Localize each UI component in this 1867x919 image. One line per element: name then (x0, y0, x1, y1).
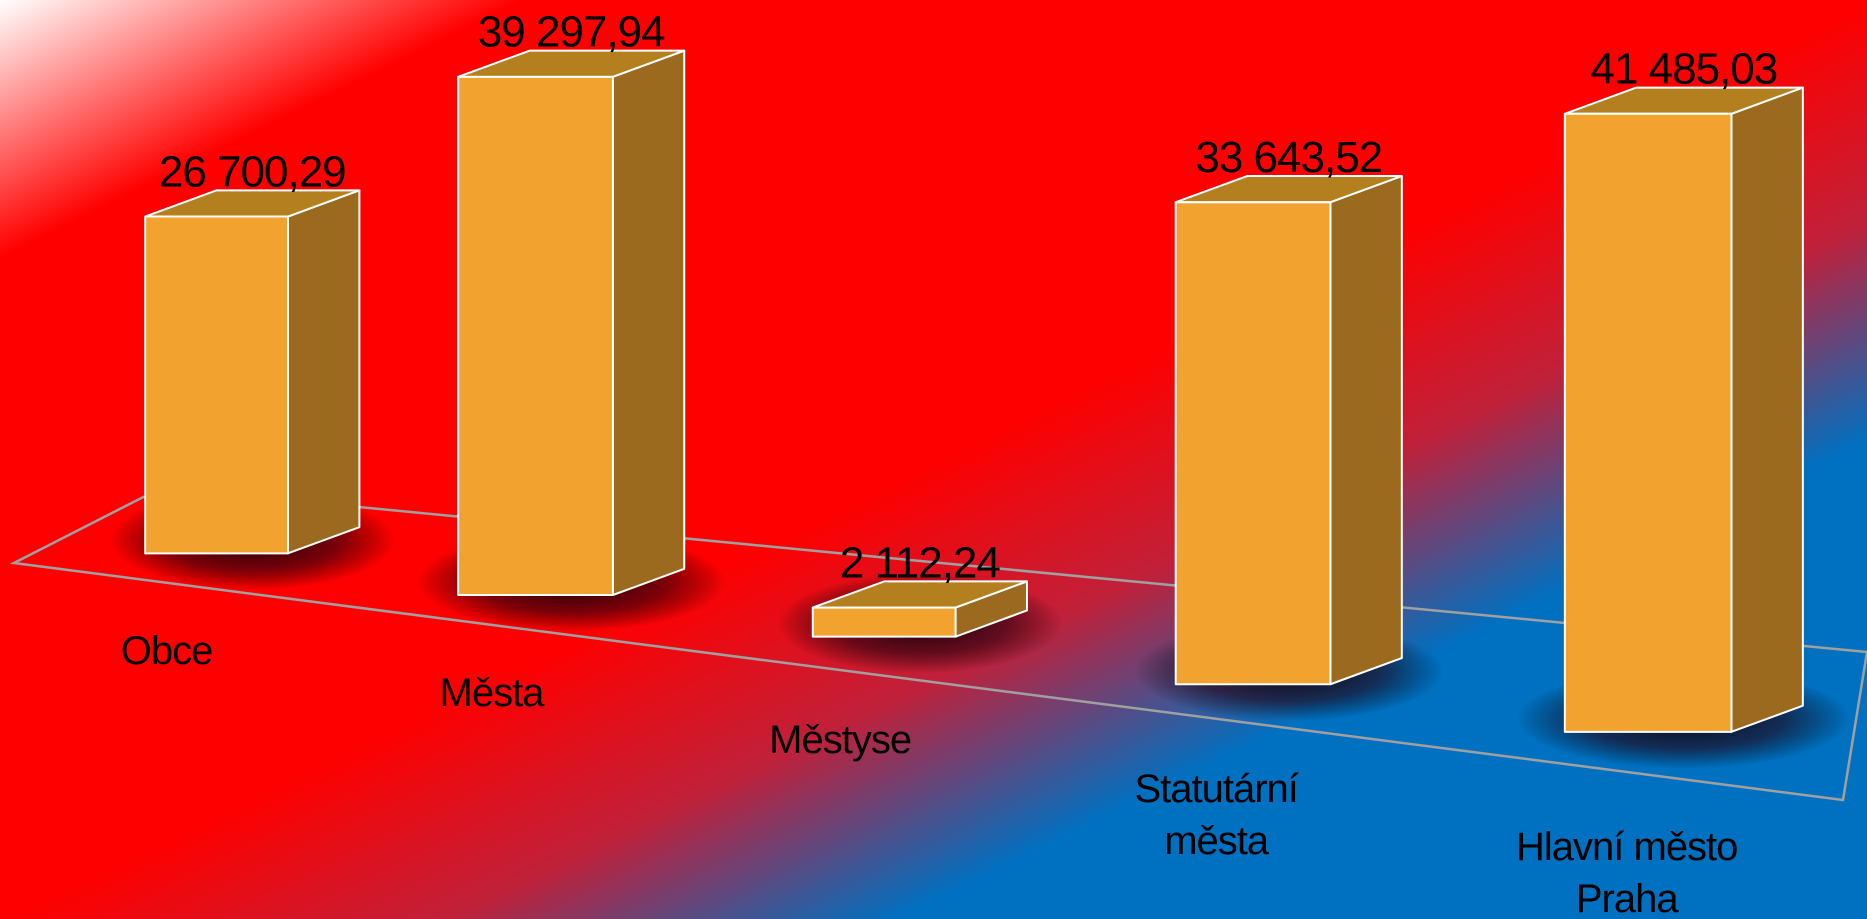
value-label: 39 297,94 (478, 8, 665, 57)
bar (457, 49, 686, 596)
bar-front (1563, 112, 1733, 733)
bar-front (1174, 201, 1332, 686)
bar-side (611, 49, 686, 596)
category-label: Obce (120, 628, 214, 673)
bar-side (1730, 86, 1804, 733)
bar (1563, 86, 1804, 733)
value-label: 26 700,29 (159, 147, 346, 196)
bar (144, 189, 361, 555)
category-label: Hlavní město Praha (1516, 825, 1738, 919)
floor (9, 486, 1867, 802)
category-label: Města (439, 670, 545, 715)
bar (1174, 175, 1403, 686)
bar (811, 580, 1028, 638)
bar-front (811, 606, 957, 638)
bar-front (144, 215, 289, 555)
bar-side (1329, 175, 1403, 686)
value-label: 33 643,52 (1195, 133, 1382, 182)
bar-side (286, 189, 361, 555)
category-label: Statutární města (1134, 766, 1298, 863)
value-label: 41 485,03 (1590, 45, 1777, 94)
value-label: 2 112,24 (840, 538, 1001, 587)
category-label: Městyse (769, 718, 912, 763)
bar-front (457, 75, 614, 596)
